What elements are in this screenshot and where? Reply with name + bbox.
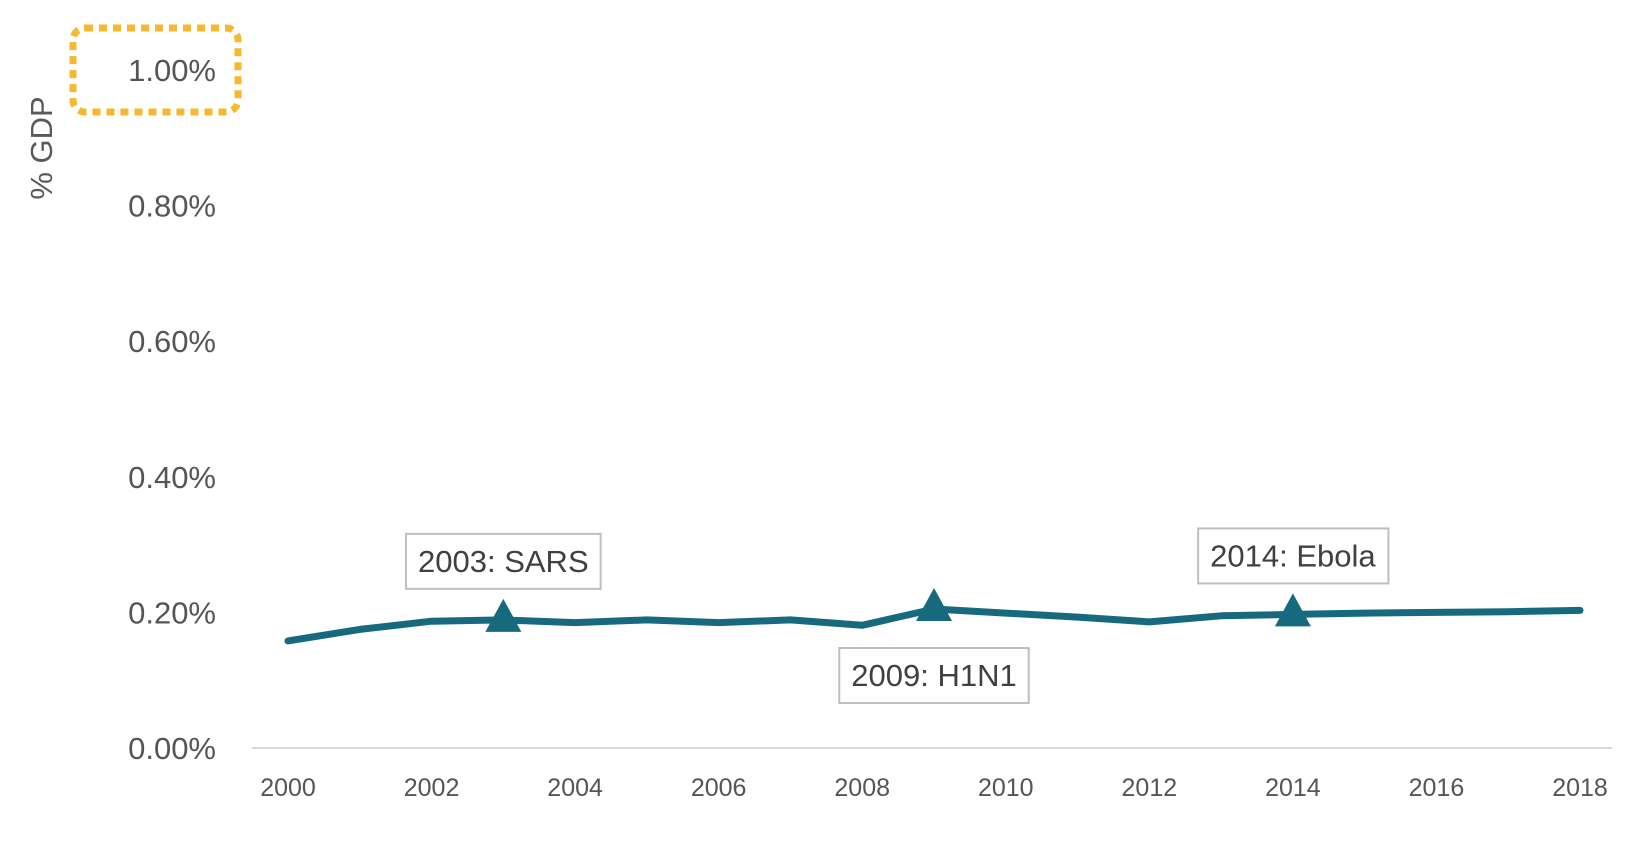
y-tick-label: 0.60% xyxy=(128,324,216,359)
annotation-box-border xyxy=(1197,527,1390,585)
y-tick-label: 0.80% xyxy=(128,189,216,224)
highlighted-tick-frame xyxy=(69,24,242,116)
annotation-box-border xyxy=(405,532,602,590)
x-tick-label: 2006 xyxy=(691,774,747,802)
annotation-group: 2003: SARS 2009: H1N1 2014: Ebola xyxy=(405,527,1390,705)
x-tick-label: 2002 xyxy=(404,774,460,802)
highlight-frame xyxy=(69,24,242,116)
x-tick-label: 2000 xyxy=(260,774,316,802)
annotation-label: 2009: H1N1 xyxy=(851,658,1016,693)
y-axis-ticks: 0.00% 0.20% 0.40% 0.60% 0.80% 1.00% xyxy=(128,53,216,766)
annotation-box: 2014: Ebola xyxy=(1197,527,1390,585)
annotation-label: 2014: Ebola xyxy=(1210,538,1376,573)
x-tick-label: 2012 xyxy=(1122,774,1178,802)
y-tick-label: 1.00% xyxy=(128,53,216,88)
x-tick-label: 2004 xyxy=(547,774,603,802)
x-tick-label: 2010 xyxy=(978,774,1034,802)
annotation-marker xyxy=(1274,593,1311,627)
annotation-marker xyxy=(916,588,952,622)
annotation-label: 2003: SARS xyxy=(418,544,589,579)
annotation-box-border xyxy=(838,647,1030,705)
y-tick-label: 0.00% xyxy=(128,731,216,766)
x-tick-label: 2016 xyxy=(1409,774,1465,802)
annotation-box: 2003: SARS xyxy=(405,532,602,590)
x-tick-label: 2014 xyxy=(1265,774,1321,802)
annotation-marker xyxy=(485,598,522,632)
x-tick-label: 2008 xyxy=(834,774,890,802)
annotation-box: 2009: H1N1 xyxy=(838,647,1030,705)
y-tick-label: 0.40% xyxy=(128,460,216,495)
y-tick-label: 0.20% xyxy=(128,595,216,630)
x-axis-ticks: 2000 2002 2004 2006 2008 2010 2012 2014 2016 2018 xyxy=(260,774,1608,802)
x-tick-label: 2018 xyxy=(1552,774,1608,802)
y-axis-title: % GDP xyxy=(24,96,59,199)
